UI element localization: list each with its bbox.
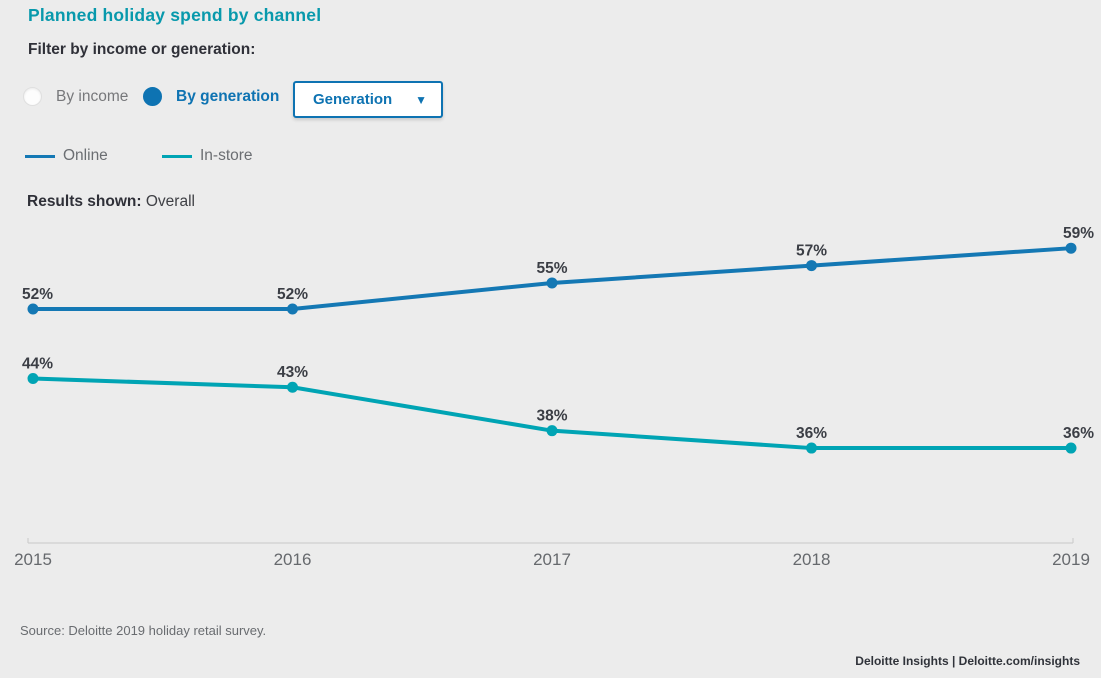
radio-unselected-icon[interactable] <box>23 87 42 106</box>
footer-branding: Deloitte Insights | Deloitte.com/insight… <box>855 654 1080 668</box>
svg-text:2015: 2015 <box>14 550 52 569</box>
svg-text:2018: 2018 <box>793 550 831 569</box>
online-line-swatch <box>25 154 55 158</box>
svg-text:2017: 2017 <box>533 550 571 569</box>
radio-by-income[interactable]: By income <box>23 87 128 106</box>
generation-dropdown-value: Generation <box>313 91 393 108</box>
svg-text:38%: 38% <box>536 408 567 425</box>
results-shown-value: Overall <box>145 193 195 210</box>
line-chart-canvas: 2015 2016 2017 2018 2019 52% 52% 55% 57% 59% 44% 43… <box>14 225 1094 569</box>
svg-text:2016: 2016 <box>274 550 312 569</box>
results-shown: Results shown: Overall <box>27 193 195 211</box>
svg-text:36%: 36% <box>796 425 827 442</box>
legend-item-instore: In-store <box>162 147 253 165</box>
svg-text:59%: 59% <box>1063 225 1094 242</box>
svg-text:36%: 36% <box>1063 425 1094 442</box>
source-note: Source: Deloitte 2019 holiday retail sur… <box>20 623 267 638</box>
chart-title: Planned holiday spend by channel <box>28 5 322 25</box>
generation-dropdown[interactable]: Generation ▼ <box>293 81 443 118</box>
radio-selected-icon[interactable] <box>143 87 162 106</box>
svg-text:57%: 57% <box>796 243 827 260</box>
radio-by-income-label: By income <box>56 87 129 105</box>
radio-by-generation[interactable]: By generation <box>143 87 279 106</box>
svg-text:52%: 52% <box>277 286 308 303</box>
legend-label-instore: In-store <box>200 147 253 164</box>
chevron-down-icon: ▼ <box>415 92 427 107</box>
svg-text:44%: 44% <box>22 356 53 373</box>
instore-line-swatch <box>162 154 192 158</box>
svg-text:43%: 43% <box>277 364 308 381</box>
results-shown-label: Results shown: <box>27 193 142 210</box>
svg-text:2019: 2019 <box>1052 550 1090 569</box>
svg-text:52%: 52% <box>22 286 53 303</box>
radio-by-generation-label: By generation <box>176 87 280 105</box>
legend-item-online: Online <box>25 147 108 165</box>
svg-text:55%: 55% <box>536 260 567 277</box>
legend-label-online: Online <box>63 147 108 164</box>
filter-section-label: Filter by income or generation: <box>28 41 256 58</box>
